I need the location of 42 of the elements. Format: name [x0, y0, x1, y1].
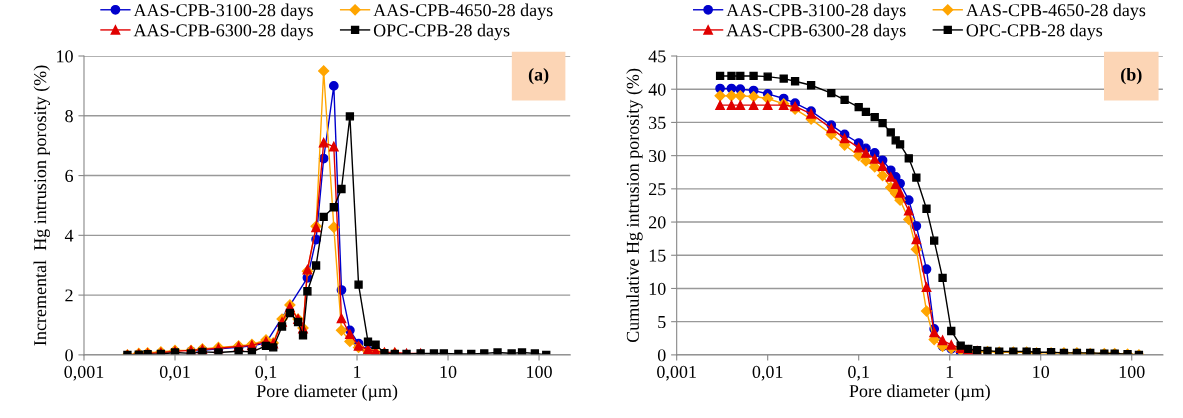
x-tick-label: 0,001 — [64, 365, 104, 381]
x-axis-title: Pore diameter (µm) — [849, 384, 990, 401]
y-tick-label: 0 — [65, 349, 73, 362]
y-tick-label: 5 — [658, 316, 666, 329]
y-tick-label: 8 — [65, 110, 73, 123]
legend-label: OPC-CPB-28 days — [373, 23, 510, 41]
y-tick-label: 20 — [649, 216, 666, 229]
y-tick-label: 0 — [657, 349, 666, 362]
y-tick-label: 10 — [57, 50, 73, 63]
y-tick-label: 4 — [64, 229, 74, 242]
y-tick-label: 30 — [649, 149, 666, 163]
y-tick-label: 45 — [648, 50, 666, 63]
x-tick-label: 0,1 — [255, 365, 277, 381]
y-tick-label: 25 — [649, 183, 666, 196]
y-tick-label: 40 — [648, 83, 666, 96]
y-tick-label: 10 — [649, 282, 666, 295]
x-tick-label: 0,1 — [848, 365, 869, 381]
y-tick-label: 2 — [65, 289, 73, 302]
legend-label: OPC-CPB-28 days — [966, 23, 1103, 41]
legend-label: AAS-CPB-4650-28 days — [373, 3, 553, 20]
x-tick-label: 1 — [946, 365, 954, 378]
x-tick-label: 100 — [1119, 365, 1145, 379]
legend-label: AAS-CPB-3100-28 days — [726, 3, 906, 20]
y-axis-title: Incremental Hg intrusion porosity (%) — [33, 65, 50, 346]
legend-label: AAS-CPB-4650-28 days — [966, 3, 1146, 20]
x-tick-label: 100 — [527, 365, 552, 379]
x-tick-label: 0,001 — [657, 365, 696, 381]
legend-label: AAS-CPB-3100-28 days — [133, 3, 313, 20]
annotation: (b) — [1121, 67, 1142, 85]
x-axis-title: Pore diameter (µm) — [256, 384, 398, 401]
annotation: (a) — [528, 67, 549, 85]
y-tick-label: 6 — [65, 169, 74, 182]
y-tick-label: 15 — [649, 249, 666, 262]
x-tick-label: 1 — [354, 365, 361, 378]
x-tick-label: 10 — [1033, 365, 1050, 379]
x-tick-label: 0,01 — [752, 365, 783, 381]
x-tick-label: 0,01 — [159, 365, 190, 381]
x-tick-label: 10 — [440, 365, 457, 379]
legend-label: AAS-CPB-6300-28 days — [726, 23, 906, 41]
y-tick-label: 35 — [649, 116, 666, 129]
y-axis-title: Cumulative Hg intrusion porosity (%) — [626, 68, 643, 343]
legend-label: AAS-CPB-6300-28 days — [133, 23, 313, 41]
